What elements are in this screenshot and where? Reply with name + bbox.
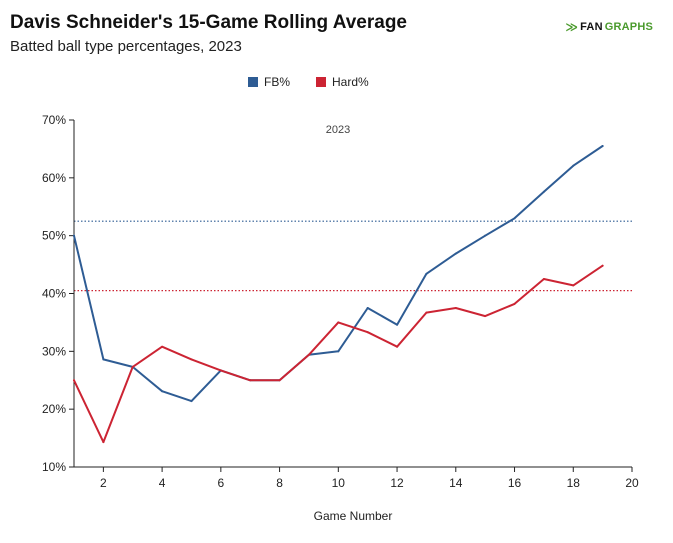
x-tick-label: 16 (508, 476, 522, 490)
logo-text-fan: FAN (580, 21, 603, 33)
y-tick-label: 70% (42, 113, 66, 127)
data-point-0 (366, 306, 369, 309)
y-tick-label: 60% (42, 171, 66, 185)
x-tick-label: 10 (332, 476, 346, 490)
x-axis-label: Game Number (314, 509, 393, 523)
chart-subtitle: Batted ball type percentages, 2023 (10, 38, 242, 55)
data-point-1 (278, 379, 281, 382)
data-point-1 (454, 306, 457, 309)
legend-label-0: FB% (264, 75, 290, 89)
data-point-0 (454, 252, 457, 255)
data-point-1 (572, 284, 575, 287)
legend-swatch-1 (316, 77, 326, 87)
data-point-0 (190, 400, 193, 403)
data-point-1 (190, 358, 193, 361)
data-point-1 (307, 353, 310, 356)
fangraphs-logo: ≫ FAN GRAPHS (565, 20, 653, 34)
x-tick-label: 14 (449, 476, 463, 490)
y-tick-label: 50% (42, 229, 66, 243)
data-point-1 (337, 321, 340, 324)
data-point-1 (513, 302, 516, 305)
legend-label-1: Hard% (332, 75, 369, 89)
x-tick-label: 8 (276, 476, 283, 490)
y-tick-label: 10% (42, 460, 66, 474)
data-point-1 (249, 379, 252, 382)
data-point-1 (601, 264, 604, 267)
data-point-1 (131, 365, 134, 368)
data-point-0 (102, 358, 105, 361)
data-point-1 (102, 441, 105, 444)
x-tick-label: 12 (390, 476, 404, 490)
x-tick-label: 18 (567, 476, 581, 490)
data-point-1 (161, 345, 164, 348)
data-point-1 (73, 379, 75, 382)
data-point-1 (542, 278, 545, 281)
data-point-1 (219, 369, 222, 372)
data-point-1 (425, 311, 428, 314)
data-point-0 (513, 217, 516, 220)
x-tick-label: 20 (625, 476, 639, 490)
year-annotation: 2023 (326, 124, 350, 136)
legend-swatch-0 (248, 77, 258, 87)
data-point-0 (601, 145, 604, 148)
data-point-0 (572, 164, 575, 167)
data-point-0 (484, 234, 487, 237)
data-point-0 (542, 190, 545, 193)
series-line-0 (73, 145, 604, 403)
data-point-0 (337, 350, 340, 353)
y-tick-label: 30% (42, 344, 66, 358)
data-point-1 (396, 345, 399, 348)
x-tick-label: 4 (159, 476, 166, 490)
data-point-0 (161, 390, 164, 393)
data-point-1 (366, 331, 369, 334)
fangraphs-mark-icon: ≫ (565, 20, 579, 34)
data-point-1 (484, 315, 487, 318)
y-tick-label: 40% (42, 287, 66, 301)
data-point-0 (73, 234, 75, 237)
y-tick-label: 20% (42, 402, 66, 416)
logo-text-graphs: GRAPHS (604, 21, 653, 33)
chart-title: Davis Schneider's 15-Game Rolling Averag… (10, 12, 407, 33)
x-tick-label: 6 (217, 476, 224, 490)
x-tick-label: 2 (100, 476, 107, 490)
series-line-1 (73, 264, 604, 444)
data-point-0 (396, 323, 399, 326)
data-point-0 (425, 272, 428, 275)
